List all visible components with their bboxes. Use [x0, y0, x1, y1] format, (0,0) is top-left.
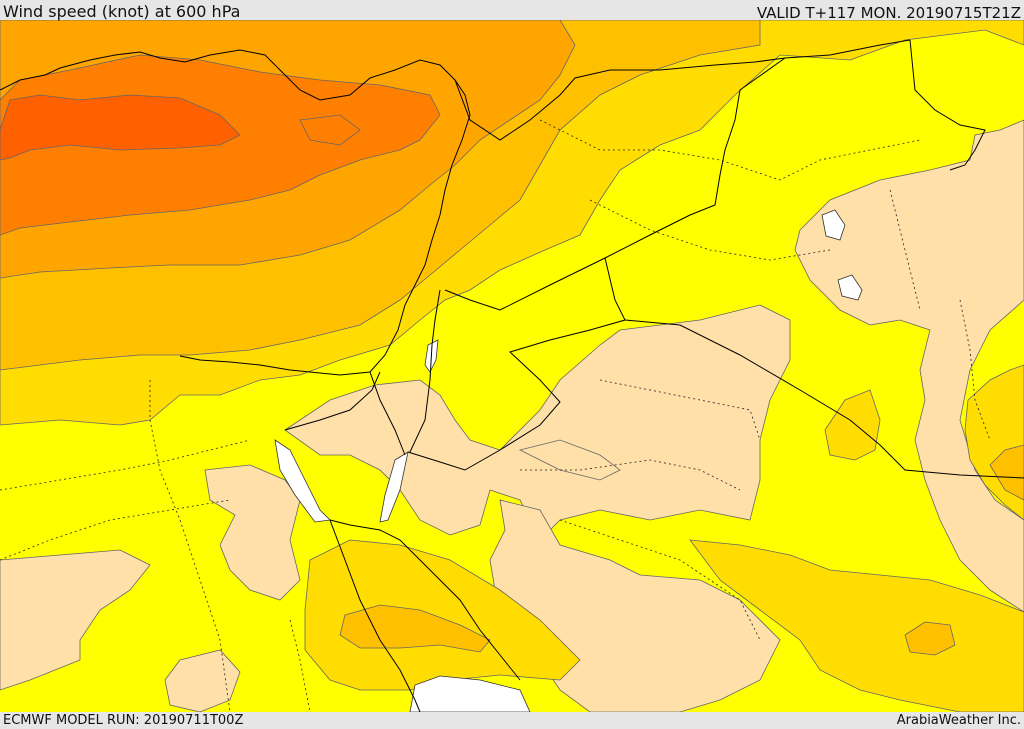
lake-water [837, 274, 863, 301]
model-run-label: ECMWF MODEL RUN: 20190711T00Z [3, 713, 244, 728]
border-line [369, 371, 406, 456]
province-line [0, 499, 231, 561]
province-line [520, 459, 741, 491]
wind-band-level-1 [0, 549, 151, 691]
wind-band-level-7 [0, 94, 241, 161]
province-line [0, 439, 251, 491]
border-line [454, 39, 911, 141]
province-line [589, 199, 831, 261]
border-line [329, 519, 421, 712]
province-line [959, 299, 991, 441]
sea-water [409, 675, 531, 712]
wind-speed-map[interactable] [0, 20, 1024, 712]
province-boundaries [0, 119, 991, 712]
wind-band-level-4 [989, 444, 1024, 501]
credit-label: ArabiaWeather Inc. [896, 713, 1021, 728]
header-bar: Wind speed (knot) at 600 hPa VALID T+117… [0, 0, 1024, 22]
province-line [599, 379, 761, 441]
valid-time: VALID T+117 MON. 20190715T21Z [756, 4, 1021, 22]
border-line [409, 289, 441, 453]
border-line [624, 319, 1024, 479]
boundaries-layer [0, 39, 1024, 712]
caspian-lake-water [821, 209, 846, 241]
wind-band-level-1 [794, 119, 1024, 613]
footer-bar: ECMWF MODEL RUN: 20190711T00Z ArabiaWeat… [0, 712, 1024, 729]
wind-band-level-6 [299, 114, 361, 146]
coastline [179, 94, 471, 376]
wind-band-level-3 [689, 539, 1024, 712]
wind-band-level-4 [339, 604, 491, 653]
map-title: Wind speed (knot) at 600 hPa [3, 2, 241, 21]
province-line [289, 619, 311, 712]
map-canvas [0, 20, 1024, 712]
wind-band-level-1 [204, 464, 301, 601]
border-line [444, 57, 786, 311]
province-line [149, 380, 231, 712]
wind-band-level-1 [284, 304, 791, 541]
province-line [559, 519, 761, 641]
wind-band-level-1 [164, 649, 241, 712]
coastline [329, 519, 521, 681]
coastline [0, 49, 466, 101]
wind-band-level-3 [824, 389, 881, 461]
wind-band-level-3 [304, 539, 581, 691]
border-line [909, 39, 986, 171]
wind-band-level-4 [904, 621, 956, 656]
province-line [889, 189, 921, 311]
